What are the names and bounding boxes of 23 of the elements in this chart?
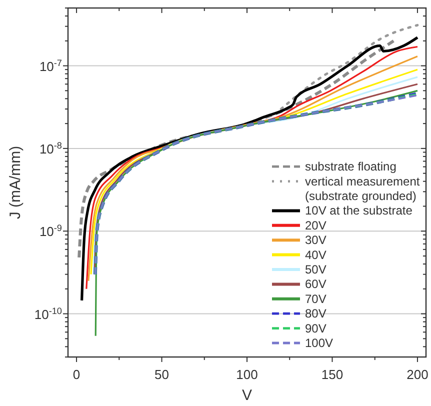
legend-label: 50V [305, 262, 326, 276]
y-tick-label: 10$^{-8}$ [39, 140, 62, 156]
y-axis-title: J (mA/mm) [7, 146, 24, 220]
x-tick-label: 100 [236, 367, 258, 382]
legend-label: 30V [305, 233, 326, 248]
x-tick-label: 200 [406, 367, 428, 382]
legend-label: 90V [305, 321, 326, 336]
legend-label: 10V at the substrate [305, 204, 413, 218]
x-tick-label: 0 [72, 367, 80, 382]
legend-label: 70V [305, 292, 326, 306]
x-tick-label: 50 [154, 367, 169, 382]
legend-label: 100V [305, 336, 334, 350]
y-tick-label: 10$^{-7}$ [39, 58, 62, 74]
x-axis-title: V [242, 387, 252, 404]
legend-label: 40V [305, 248, 326, 262]
legend-label: 60V [305, 277, 326, 292]
legend-label: substrate floating [305, 160, 396, 174]
legend-label: 20V [305, 218, 326, 232]
y-tick-label: 10$^{-9}$ [39, 223, 62, 240]
x-tick-label: 150 [321, 367, 344, 382]
legend-label: vertical measurement (substrate grounded) [305, 174, 420, 203]
y-tick-label: 10$^{-10}$ [34, 306, 62, 322]
legend-label: 80V [305, 306, 326, 321]
